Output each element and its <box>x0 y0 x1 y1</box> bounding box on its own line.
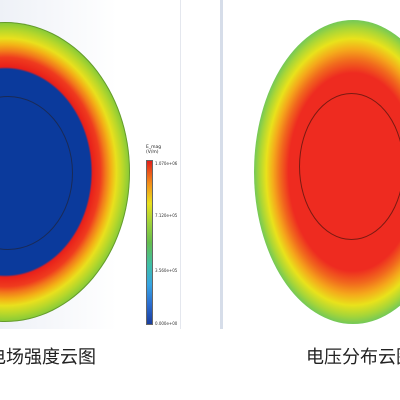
legend-tick: 3.560e+05 <box>155 268 178 273</box>
caption-text: 电场强度云图 <box>0 347 96 368</box>
voltage-caption: 电压分布云图 <box>306 343 400 369</box>
color-legend-bar <box>146 160 153 325</box>
legend-tick: 0.000e+00 <box>155 321 178 326</box>
conductor-outline <box>299 93 400 240</box>
electric-field-panel: E_mag (V/m) 1.070e+06 7.120e+05 3.560e+0… <box>0 0 181 329</box>
legend-tick: 7.120e+05 <box>155 213 178 218</box>
legend-tick: 1.070e+06 <box>155 161 178 166</box>
legend-title: E_mag (V/m) <box>146 145 161 155</box>
voltage-panel <box>220 0 400 329</box>
legend-unit: (V/m) <box>146 150 159 155</box>
caption-text: 电压分布云图 <box>306 347 400 368</box>
legend-quantity: E_mag <box>146 145 162 150</box>
electric-field-caption: 电场强度云图 <box>0 343 96 369</box>
